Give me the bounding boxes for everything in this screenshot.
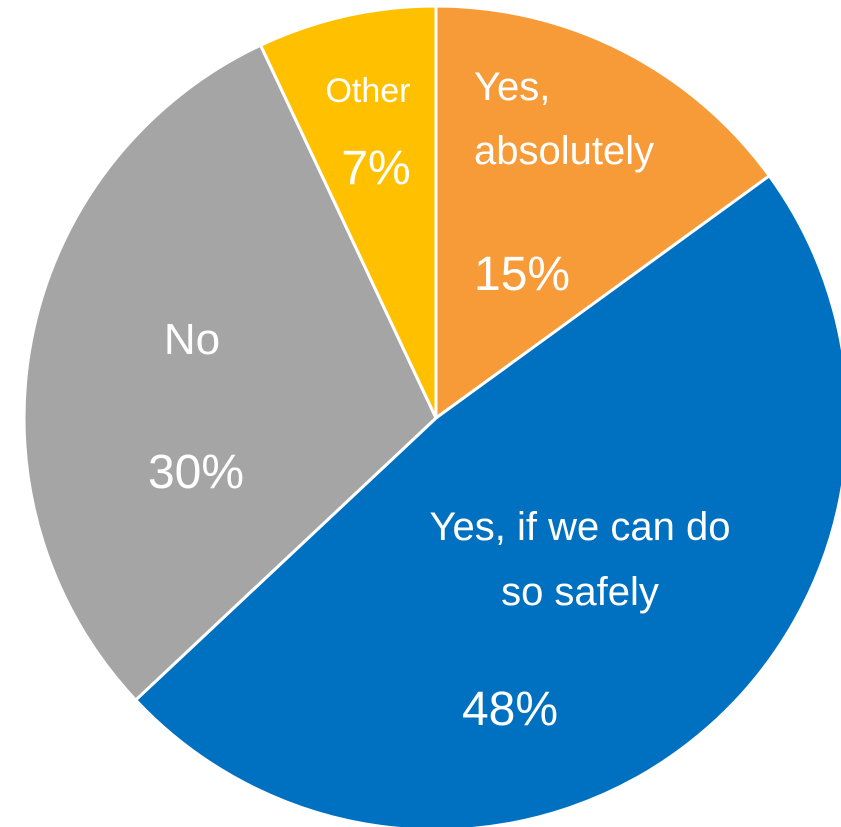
pie-labels: Yes, absolutely 15% Yes, if we can do so saf… [148, 65, 731, 736]
pie-slice-3 [22, 43, 438, 702]
slice-percent-label: 30% [148, 446, 244, 499]
pie-slices [22, 4, 841, 827]
pie-slice-4 [259, 4, 438, 420]
slice-name-label: so safely [501, 570, 659, 614]
slice-name-label: absolutely [474, 129, 654, 173]
slice-name-label: Yes, if we can do [430, 505, 731, 549]
pie-slice-1 [434, 4, 771, 420]
slice-percent-label: 7% [341, 142, 410, 195]
pie-slice-2 [134, 174, 841, 827]
slice-percent-label: 15% [474, 248, 570, 301]
slice-percent-label: 48% [462, 683, 558, 736]
slice-name-label: Other [325, 72, 410, 110]
slice-name-label: Yes, [474, 65, 550, 109]
slice-name-label: No [164, 315, 220, 364]
